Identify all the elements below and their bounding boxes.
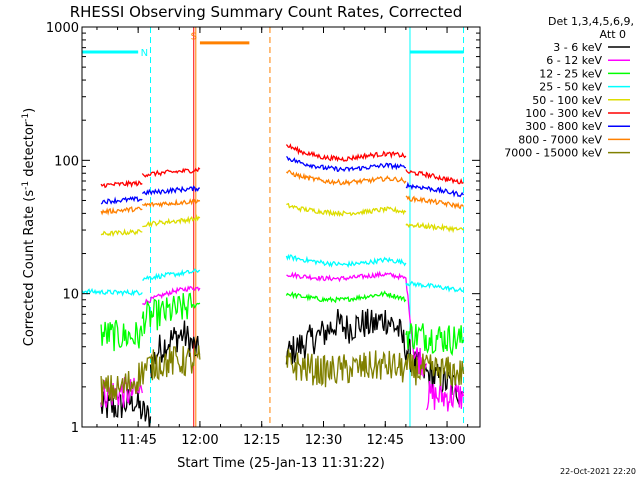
series-line	[425, 380, 465, 412]
legend-label: 12 - 25 keV	[539, 67, 602, 80]
legend-label: 6 - 12 keV	[546, 54, 602, 67]
plot-frame	[81, 26, 481, 428]
x-tick-label: 12:15	[243, 433, 280, 448]
series-300-800-kev	[100, 155, 465, 205]
series-100-300-kev	[100, 143, 464, 189]
y-axis: 1 10 100 1000	[46, 21, 480, 436]
y-axis-label-part: Corrected Count Rate (s	[22, 190, 37, 347]
y-axis-label-part: )	[22, 108, 37, 113]
series-line	[286, 270, 428, 377]
series-line	[285, 169, 407, 187]
x-tick-label: 12:30	[305, 433, 342, 448]
series-line	[285, 290, 407, 304]
x-axis-label: Start Time (25-Jan-13 11:31:22)	[177, 456, 385, 471]
footer-timestamp: 22-Oct-2021 22:20	[560, 467, 636, 476]
x-tick-label: 13:00	[428, 433, 465, 448]
mode-label: S	[191, 32, 197, 43]
series-line	[286, 202, 407, 218]
legend-header-line: Det 1,3,4,5,6,9,	[548, 15, 634, 28]
legend-label: 800 - 7000 keV	[518, 133, 602, 146]
x-tick-label: 12:45	[367, 433, 404, 448]
series-line	[405, 169, 464, 185]
series-line	[405, 221, 464, 234]
series-line	[100, 206, 143, 216]
series-line	[100, 387, 152, 427]
y-tick-label: 100	[54, 154, 79, 169]
plot-area: NS	[82, 27, 465, 427]
legend-label: 50 - 100 keV	[532, 94, 602, 107]
series-line	[100, 319, 143, 352]
series-line	[285, 253, 407, 268]
series-line	[405, 195, 464, 210]
series-12-25-kev	[100, 290, 465, 357]
y-axis-label-part: detector	[22, 121, 37, 181]
x-tick-label: 11:45	[119, 433, 156, 448]
series-line	[100, 179, 143, 189]
series-layer	[82, 143, 465, 427]
series-line	[141, 198, 201, 209]
series-line	[405, 323, 465, 357]
series-50-100-kev	[100, 202, 464, 238]
chart-title: RHESSI Observing Summary Count Rates, Co…	[70, 3, 463, 21]
y-tick-label: 1000	[46, 21, 79, 36]
legend-label: 7000 - 15000 keV	[504, 147, 602, 160]
y-tick-label: 1	[71, 421, 79, 436]
series-line	[142, 214, 201, 228]
series-25-50-kev	[82, 253, 464, 297]
series-line	[100, 228, 143, 238]
x-axis: 11:45 12:00 12:15 12:30 12:45 13:00	[96, 27, 469, 448]
series-line	[405, 280, 464, 293]
series-line	[141, 292, 201, 334]
series-line	[100, 345, 201, 406]
series-line	[142, 268, 201, 281]
series-line	[82, 287, 143, 297]
y-axis-label-sup: -1	[21, 181, 31, 190]
legend-header-line: Att 0	[600, 28, 626, 41]
series-line	[285, 143, 407, 163]
series-line	[141, 185, 201, 196]
y-axis-label-sup: -1	[21, 113, 31, 122]
legend-label: 3 - 6 keV	[553, 41, 602, 54]
y-axis-label: Corrected Count Rate (s-1 detector-1)	[21, 108, 37, 346]
legend-label: 100 - 300 keV	[525, 107, 602, 120]
series-7000-15000-kev	[100, 345, 465, 406]
series-line	[100, 195, 143, 205]
legend-label: 300 - 800 keV	[525, 120, 602, 133]
y-tick-label: 10	[62, 288, 79, 303]
legend-label: 25 - 50 keV	[539, 81, 602, 94]
x-tick-label: 12:00	[181, 433, 218, 448]
annotations-layer: NS	[82, 27, 465, 427]
mode-label: N	[141, 48, 148, 59]
series-line	[285, 348, 465, 388]
series-line	[149, 320, 201, 379]
series-line	[142, 285, 201, 306]
series-line	[141, 166, 201, 178]
series-line	[285, 155, 406, 173]
series-line	[405, 181, 465, 198]
series-800-7000-kev	[100, 169, 464, 216]
